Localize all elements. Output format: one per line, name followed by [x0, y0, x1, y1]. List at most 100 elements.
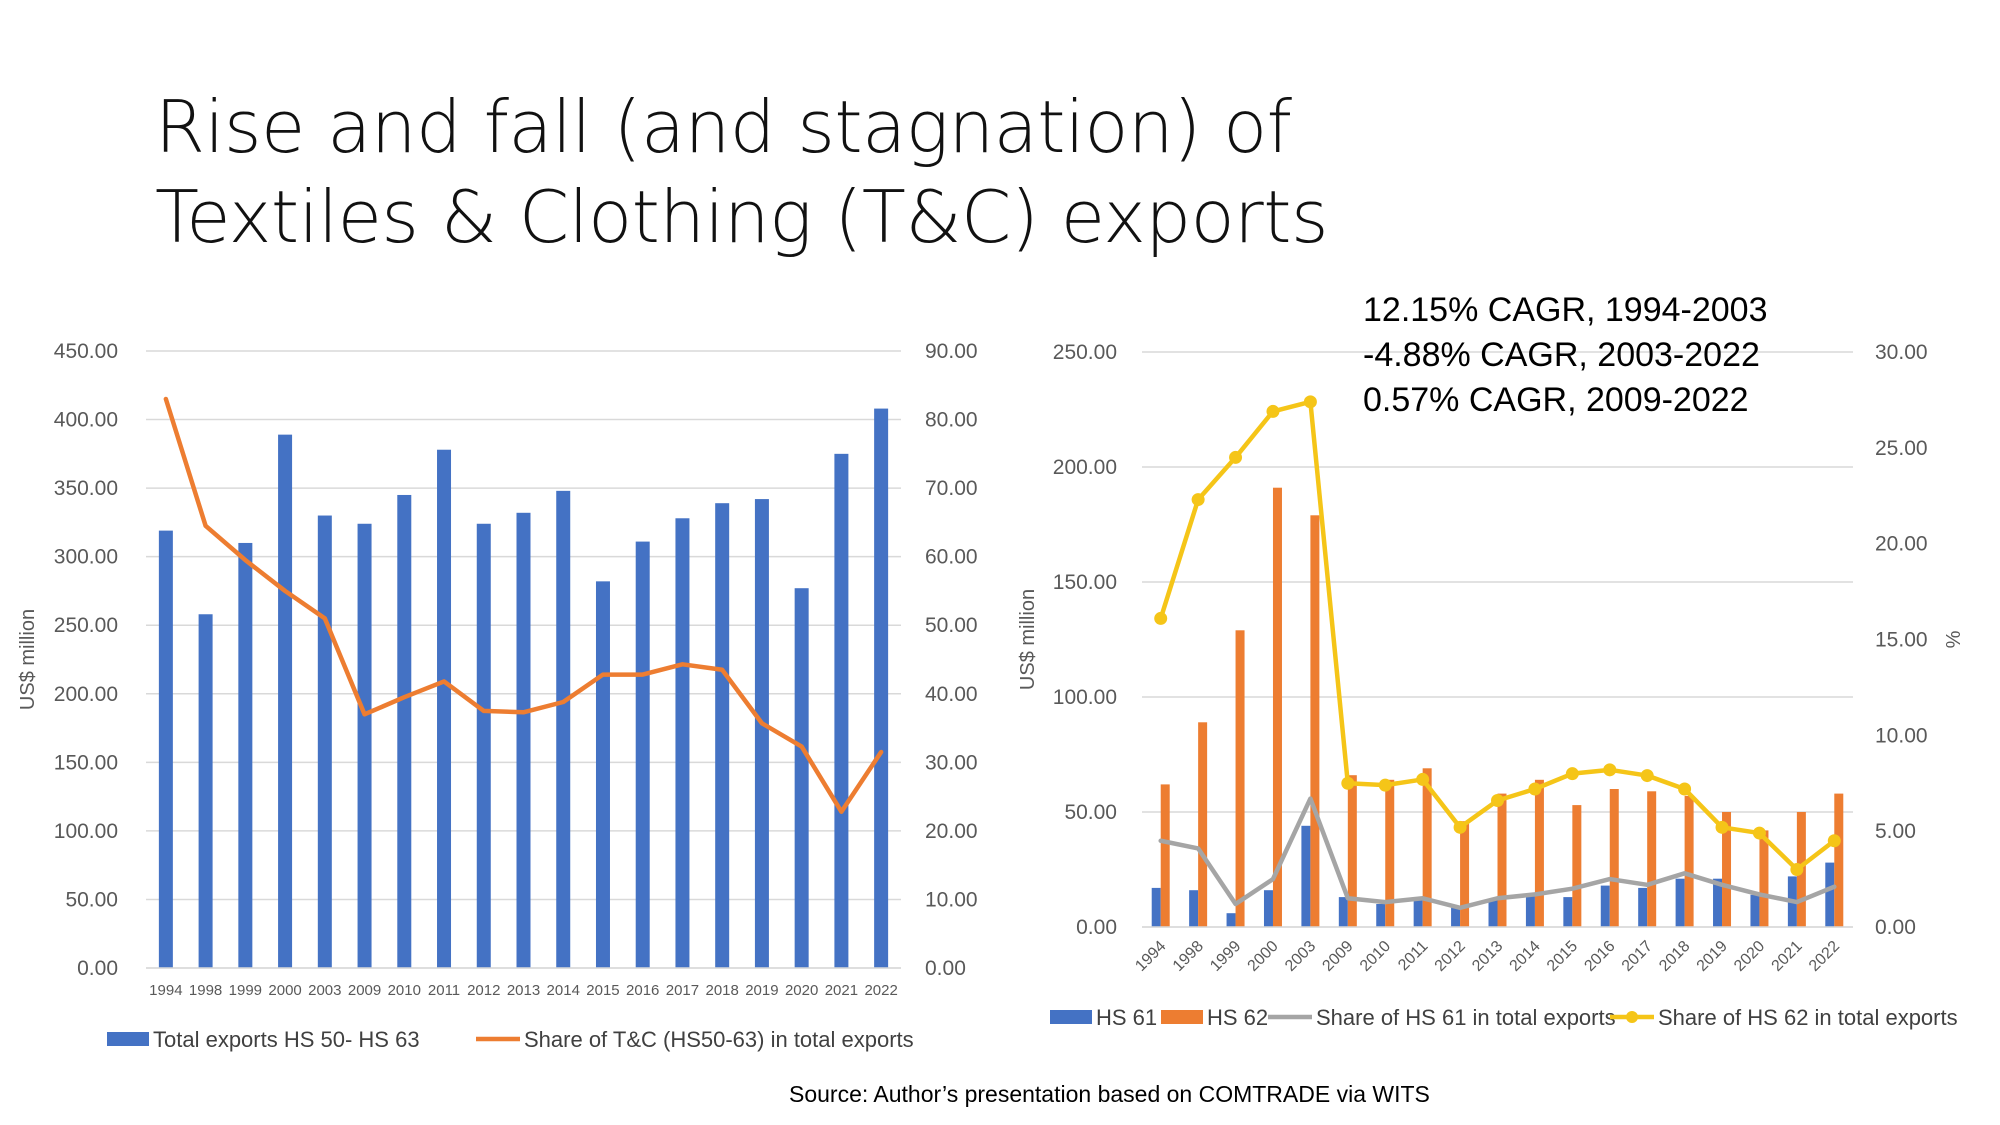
point-share-of-hs-62-in-total-exports-2013 — [1491, 794, 1504, 807]
right-chart: 0.00 50.00 100.00 150.00 200.00 250.00 0.00 5.0… — [1017, 341, 1965, 1030]
legend: Total exports HS 50- HS 63 Share of T&C (… — [107, 1027, 914, 1052]
point-share-of-hs-62-in-total-exports-1994 — [1154, 611, 1168, 625]
x-tick-label: 1999 — [229, 982, 262, 999]
bar-hs-61-1999 — [1226, 913, 1236, 927]
point-share-of-hs-62-in-total-exports-2000 — [1266, 404, 1280, 418]
bar-hs-62-2011 — [1422, 768, 1432, 927]
y2-tick-label: 15.00 — [1875, 629, 1928, 652]
bar-hs-61-2017 — [1638, 887, 1648, 927]
bar-hs-62-1999 — [1235, 630, 1245, 927]
y-tick-label: 200.00 — [54, 683, 118, 706]
point-share-of-hs-62-in-total-exports-2016 — [1603, 763, 1617, 777]
y-tick-label: 250.00 — [54, 614, 118, 637]
bar-hs-61-1998 — [1189, 890, 1199, 927]
bar-hs-62-2009 — [1347, 775, 1357, 927]
y2-tick-label: 20.00 — [925, 820, 978, 843]
bar-hs-62-1998 — [1198, 722, 1208, 927]
x-tick-label: 2000 — [1245, 938, 1282, 975]
x-tick-label: 2014 — [547, 982, 580, 999]
x-tick-label: 2022 — [1806, 938, 1843, 975]
y-axis-title: US$ million — [17, 609, 39, 710]
bar-total-exports-hs-50-hs-63-1994 — [158, 530, 173, 968]
bar-hs-61-2013 — [1488, 899, 1498, 927]
y2-tick-label: 10.00 — [1875, 724, 1928, 747]
x-tick-label: 1998 — [189, 982, 222, 999]
x-tick-label: 2000 — [268, 982, 301, 999]
bar-hs-61-2015 — [1563, 897, 1573, 927]
x-tick-label: 2020 — [1731, 938, 1768, 975]
cagr-annotation-2: -4.88% CAGR, 2003-2022 — [1363, 336, 1760, 374]
legend-swatch — [107, 1032, 149, 1046]
y-tick-label: 0.00 — [77, 957, 118, 980]
y2-tick-label: 70.00 — [925, 477, 978, 500]
bar-total-exports-hs-50-hs-63-2014 — [556, 490, 571, 968]
y2-tick-label: 30.00 — [1875, 341, 1928, 364]
y-tick-label: 0.00 — [1076, 916, 1117, 939]
y-tick-label: 250.00 — [1053, 341, 1117, 364]
bar-hs-62-2018 — [1684, 795, 1694, 927]
x-tick-label: 1994 — [1132, 938, 1169, 975]
legend-label: HS 61 — [1096, 1005, 1157, 1030]
x-tick-label: 2009 — [348, 982, 381, 999]
legend-swatch — [1050, 1010, 1092, 1024]
slide-title-line-1: Rise and fall (and stagnation) of — [155, 85, 1292, 169]
bar-total-exports-hs-50-hs-63-2010 — [397, 494, 412, 968]
x-tick-label: 2016 — [626, 982, 659, 999]
slide-title-line-2: Textiles & Clothing (T&C) exports — [155, 175, 1328, 259]
bar-hs-62-1994 — [1160, 784, 1170, 927]
x-tick-label: 2011 — [428, 982, 460, 999]
y-tick-label: 200.00 — [1053, 456, 1117, 479]
bar-total-exports-hs-50-hs-63-2018 — [715, 503, 730, 968]
x-tick-label: 2016 — [1581, 938, 1618, 975]
point-share-of-hs-62-in-total-exports-2019 — [1715, 820, 1729, 834]
point-share-of-hs-62-in-total-exports-2018 — [1678, 782, 1692, 796]
bar-total-exports-hs-50-hs-63-2011 — [437, 449, 452, 969]
bar-hs-62-2012 — [1460, 821, 1470, 927]
x-tick-label: 2017 — [1619, 938, 1656, 975]
y-tick-label: 400.00 — [54, 409, 118, 432]
bar-hs-61-2016 — [1600, 885, 1610, 927]
bar-total-exports-hs-50-hs-63-2013 — [516, 512, 531, 968]
y2-tick-label: 50.00 — [925, 614, 978, 637]
x-tick-label: 2019 — [745, 982, 778, 999]
bar-total-exports-hs-50-hs-63-2016 — [635, 541, 650, 968]
bar-hs-61-2022 — [1825, 862, 1835, 927]
cagr-annotations: 12.15% CAGR, 1994-2003 -4.88% CAGR, 2003… — [1363, 288, 1767, 423]
legend-label: Share of HS 62 in total exports — [1658, 1005, 1958, 1030]
x-tick-label: 2022 — [864, 982, 897, 999]
x-tick-label: 2015 — [1544, 938, 1581, 975]
x-tick-label: 2020 — [785, 982, 818, 999]
x-tick-label: 2017 — [666, 982, 699, 999]
x-tick-label: 1994 — [149, 982, 182, 999]
bar-hs-62-2014 — [1534, 779, 1544, 927]
x-tick-label: 2013 — [507, 982, 540, 999]
bar-hs-62-2013 — [1497, 793, 1507, 927]
bar-hs-62-2010 — [1385, 779, 1395, 927]
y-tick-label: 300.00 — [54, 546, 118, 569]
x-tick-label: 2021 — [1769, 938, 1806, 975]
y-tick-label: 350.00 — [54, 477, 118, 500]
bar-total-exports-hs-50-hs-63-1998 — [198, 614, 213, 968]
bar-hs-61-2014 — [1525, 894, 1535, 927]
bar-hs-61-2003 — [1301, 825, 1311, 927]
y-tick-label: 450.00 — [54, 340, 118, 363]
bar-total-exports-hs-50-hs-63-2015 — [595, 581, 610, 968]
point-share-of-hs-62-in-total-exports-2011 — [1416, 772, 1430, 786]
y2-tick-label: 90.00 — [925, 340, 978, 363]
y-tick-label: 100.00 — [1053, 686, 1117, 709]
y2-tick-label: 30.00 — [925, 751, 978, 774]
bar-hs-62-2015 — [1572, 805, 1582, 927]
bar-total-exports-hs-50-hs-63-2019 — [754, 499, 769, 968]
x-tick-label: 2013 — [1469, 938, 1506, 975]
bar-total-exports-hs-50-hs-63-2009 — [357, 523, 372, 968]
point-share-of-hs-62-in-total-exports-2021 — [1790, 863, 1804, 876]
legend-label: Share of HS 61 in total exports — [1316, 1005, 1616, 1030]
y-tick-label: 150.00 — [54, 751, 118, 774]
y2-tick-label: 0.00 — [1875, 916, 1916, 939]
bar-hs-62-2016 — [1609, 789, 1619, 927]
y2-tick-label: 25.00 — [1875, 437, 1928, 460]
y-tick-label: 100.00 — [54, 820, 118, 843]
x-tick-label: 1998 — [1170, 938, 1207, 975]
bar-hs-61-2018 — [1675, 878, 1685, 927]
